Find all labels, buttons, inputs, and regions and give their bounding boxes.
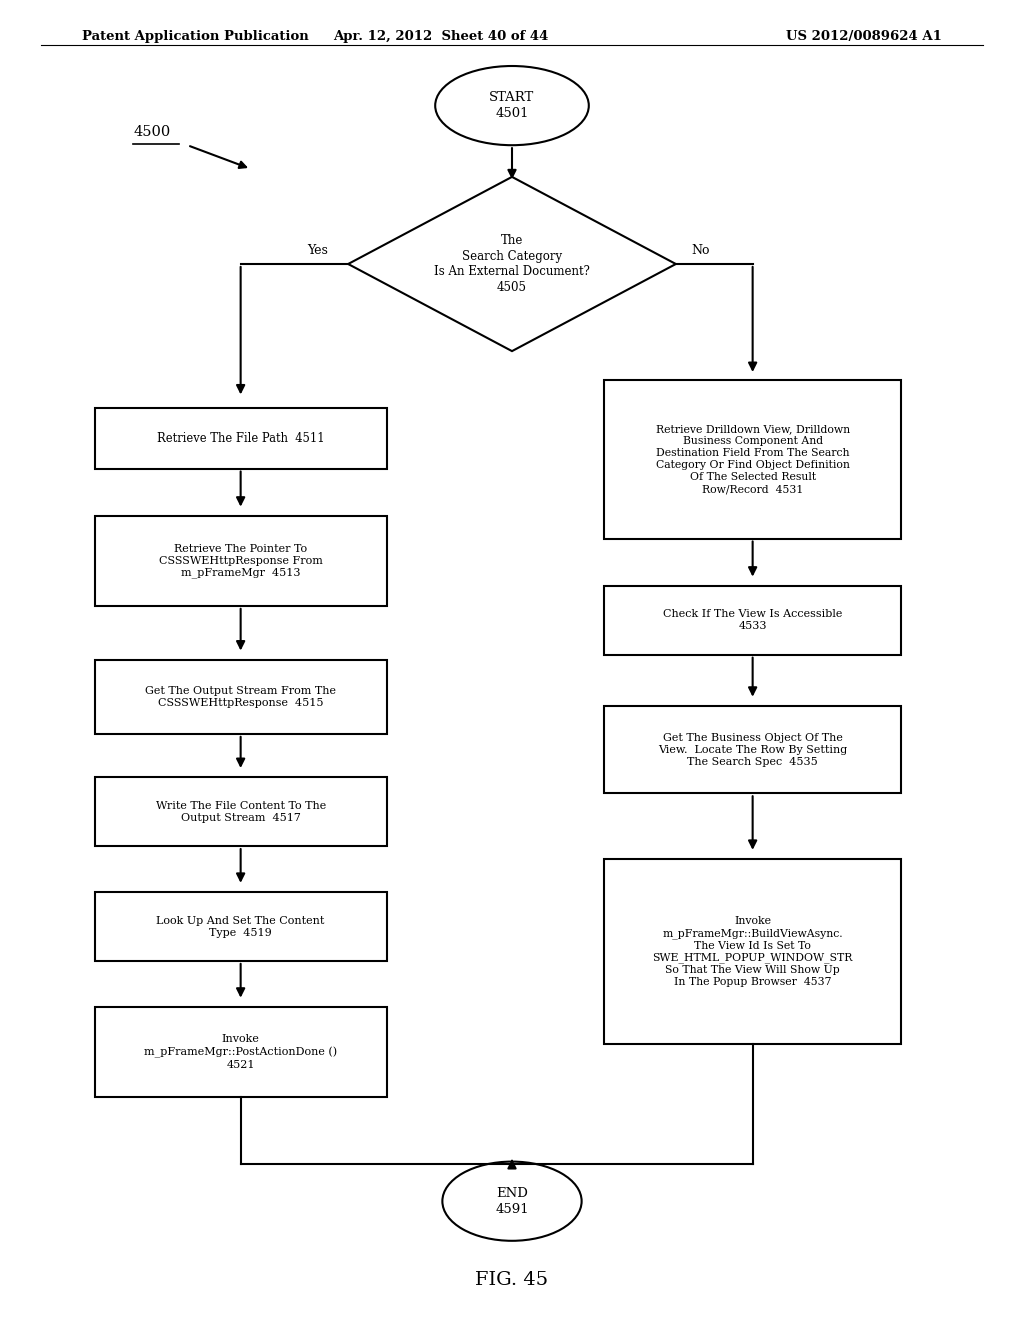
Text: 4500: 4500 [133, 125, 170, 139]
Text: Invoke
m_pFrameMgr::BuildViewAsync.
The View Id Is Set To
SWE_HTML_POPUP_WINDOW_: Invoke m_pFrameMgr::BuildViewAsync. The … [652, 916, 853, 987]
Text: Check If The View Is Accessible
4533: Check If The View Is Accessible 4533 [663, 610, 843, 631]
Text: Write The File Content To The
Output Stream  4517: Write The File Content To The Output Str… [156, 801, 326, 822]
Text: US 2012/0089624 A1: US 2012/0089624 A1 [786, 30, 942, 44]
Text: Look Up And Set The Content
Type  4519: Look Up And Set The Content Type 4519 [157, 916, 325, 937]
Text: Retrieve The Pointer To
CSSSWEHttpResponse From
m_pFrameMgr  4513: Retrieve The Pointer To CSSSWEHttpRespon… [159, 544, 323, 578]
Text: Get The Business Object Of The
View.  Locate The Row By Setting
The Search Spec : Get The Business Object Of The View. Loc… [658, 733, 847, 767]
Text: Patent Application Publication: Patent Application Publication [82, 30, 308, 44]
Text: START
4501: START 4501 [489, 91, 535, 120]
Text: No: No [691, 244, 710, 257]
Text: Yes: Yes [307, 244, 328, 257]
Text: Retrieve The File Path  4511: Retrieve The File Path 4511 [157, 432, 325, 445]
Text: Get The Output Stream From The
CSSSWEHttpResponse  4515: Get The Output Stream From The CSSSWEHtt… [145, 686, 336, 708]
Text: END
4591: END 4591 [496, 1187, 528, 1216]
Text: Retrieve Drilldown View, Drilldown
Business Component And
Destination Field From: Retrieve Drilldown View, Drilldown Busin… [655, 424, 850, 495]
Text: Invoke
m_pFrameMgr::PostActionDone ()
4521: Invoke m_pFrameMgr::PostActionDone () 45… [144, 1035, 337, 1069]
Text: The
Search Category
Is An External Document?
4505: The Search Category Is An External Docum… [434, 234, 590, 294]
Text: Apr. 12, 2012  Sheet 40 of 44: Apr. 12, 2012 Sheet 40 of 44 [333, 30, 548, 44]
Text: FIG. 45: FIG. 45 [475, 1271, 549, 1290]
